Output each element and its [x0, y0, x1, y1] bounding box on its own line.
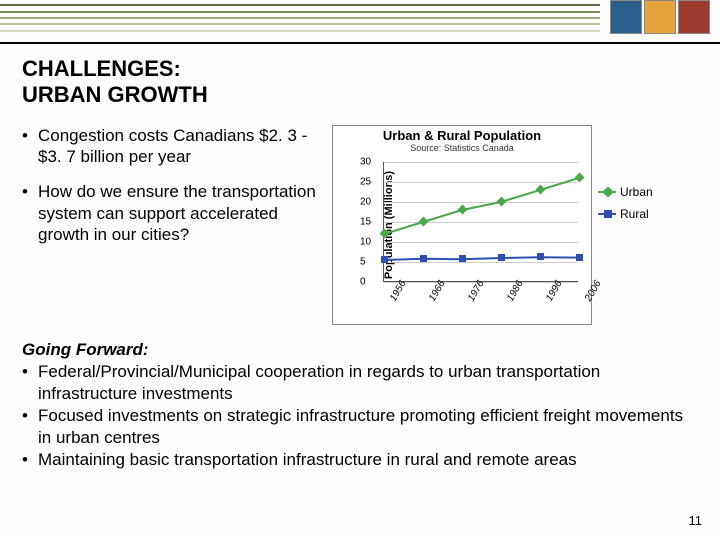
chart-ytick: 0 [360, 276, 366, 287]
legend-swatch [598, 213, 616, 215]
chart-marker [381, 256, 388, 263]
title-line-2: URBAN GROWTH [22, 82, 208, 107]
header-stripe [0, 11, 600, 13]
page-number: 11 [689, 513, 703, 528]
legend-swatch [598, 191, 616, 193]
bullet-dot: • [22, 181, 38, 245]
legend-label: Rural [620, 207, 649, 221]
logo-segment [678, 0, 710, 34]
going-forward-item: •Focused investments on strategic infras… [22, 405, 698, 449]
legend-label: Urban [620, 185, 653, 199]
chart-ytick: 10 [360, 236, 371, 247]
chart-ytick: 15 [360, 216, 371, 227]
chart-lines [384, 162, 579, 282]
going-forward-item: •Federal/Provincial/Municipal cooperatio… [22, 361, 698, 405]
chart-marker [498, 254, 505, 261]
legend-item: Rural [598, 207, 676, 221]
header-rule [0, 42, 720, 44]
going-forward-label: Going Forward: [22, 339, 698, 361]
bullet-dot: • [22, 361, 38, 405]
population-chart: Urban & Rural Population Source: Statist… [332, 125, 592, 325]
going-forward-item: •Maintaining basic transportation infras… [22, 449, 698, 471]
bullet-text: Congestion costs Canadians $2. 3 - $3. 7… [38, 125, 322, 168]
header-stripe [0, 30, 600, 32]
bullet-dot: • [22, 449, 38, 471]
chart-marker [576, 254, 583, 261]
bullet-dot: • [22, 125, 38, 168]
legend-marker [604, 210, 612, 218]
bullet-item: •How do we ensure the transportation sys… [22, 181, 322, 245]
header-stripe [0, 17, 600, 19]
bullet-dot: • [22, 405, 38, 449]
logo-segment [644, 0, 676, 34]
chart-container: Urban & Rural Population Source: Statist… [332, 125, 698, 325]
legend-item: Urban [598, 185, 676, 199]
chart-marker [537, 253, 544, 260]
chart-legend: Urban Rural [592, 125, 676, 229]
bullet-text: Federal/Provincial/Municipal cooperation… [38, 361, 698, 405]
bullet-text: Maintaining basic transportation infrast… [38, 449, 577, 471]
chart-ytick: 25 [360, 176, 371, 187]
chart-ytick: 5 [360, 256, 366, 267]
slide-content: CHALLENGES: URBAN GROWTH •Congestion cos… [22, 56, 698, 524]
chart-subtitle: Source: Statistics Canada [333, 143, 591, 153]
chart-plot-area: 051015202530195619661976198619962006 [383, 162, 578, 282]
chart-marker [420, 255, 427, 262]
legend-marker [602, 186, 613, 197]
chart-ytick: 30 [360, 156, 371, 167]
left-bullets: •Congestion costs Canadians $2. 3 - $3. … [22, 125, 322, 325]
chart-xtick: 2006 [583, 279, 604, 304]
bullet-text: How do we ensure the transportation syst… [38, 181, 322, 245]
title-line-1: CHALLENGES: [22, 56, 181, 81]
logo-segment [610, 0, 642, 34]
header-stripe [0, 4, 600, 6]
chart-marker [459, 255, 466, 262]
header-stripe [0, 23, 600, 25]
bullet-text: Focused investments on strategic infrast… [38, 405, 698, 449]
going-forward-section: Going Forward:•Federal/Provincial/Munici… [22, 339, 698, 472]
slide-title: CHALLENGES: URBAN GROWTH [22, 56, 698, 109]
bullet-item: •Congestion costs Canadians $2. 3 - $3. … [22, 125, 322, 168]
chart-title: Urban & Rural Population [333, 126, 591, 143]
chart-ytick: 20 [360, 196, 371, 207]
